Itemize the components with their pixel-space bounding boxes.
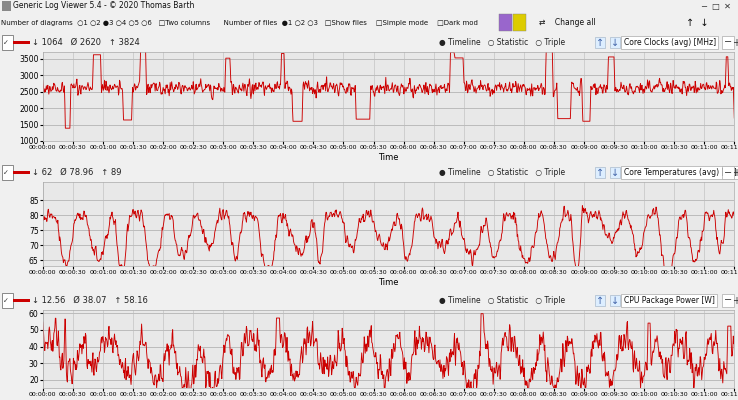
Text: −: − (723, 296, 732, 306)
Text: ↓ 62   Ø 78.96   ↑ 89: ↓ 62 Ø 78.96 ↑ 89 (32, 168, 121, 177)
Text: ✓: ✓ (3, 40, 9, 46)
Bar (2, 35, 13, 50)
Text: ✓: ✓ (3, 298, 9, 304)
Text: ↓ 12.56   Ø 38.07   ↑ 58.16: ↓ 12.56 Ø 38.07 ↑ 58.16 (32, 296, 148, 305)
Text: ● Timeline   ○ Statistic   ○ Triple: ● Timeline ○ Statistic ○ Triple (439, 296, 565, 305)
Text: ↑: ↑ (596, 296, 604, 306)
Text: ↓: ↓ (611, 296, 619, 306)
Bar (499, 14, 512, 31)
Text: ● Timeline   ○ Statistic   ○ Triple: ● Timeline ○ Statistic ○ Triple (439, 38, 565, 47)
Text: +: + (732, 38, 738, 48)
Bar (13, 299, 30, 302)
Text: ✕: ✕ (724, 2, 731, 10)
Text: ↑  ↓: ↑ ↓ (686, 18, 708, 28)
Text: ↓: ↓ (611, 168, 619, 178)
Text: Core Clocks (avg) [MHz]: Core Clocks (avg) [MHz] (624, 38, 716, 47)
Bar (513, 14, 526, 31)
Text: −: − (723, 168, 732, 178)
Bar (13, 171, 30, 174)
Bar (2, 1, 11, 11)
Text: +: + (732, 296, 738, 306)
Text: ↓: ↓ (611, 38, 619, 48)
Bar (2, 165, 13, 180)
Text: Core Temperatures (avg) [°C]: Core Temperatures (avg) [°C] (624, 168, 737, 177)
Text: ↑: ↑ (596, 168, 604, 178)
Bar (2, 293, 13, 308)
Text: Generic Log Viewer 5.4 - © 2020 Thomas Barth: Generic Log Viewer 5.4 - © 2020 Thomas B… (13, 2, 195, 10)
Bar (13, 41, 30, 44)
Text: Number of diagrams  ○1 ○2 ●3 ○4 ○5 ○6   □Two columns      Number of files  ●1 ○2: Number of diagrams ○1 ○2 ●3 ○4 ○5 ○6 □Tw… (1, 20, 478, 26)
Text: ✓: ✓ (3, 170, 9, 176)
Text: □: □ (711, 2, 719, 10)
Text: ⇄    Change all: ⇄ Change all (539, 18, 596, 27)
Text: ─: ─ (701, 2, 706, 10)
Text: ↓ 1064   Ø 2620   ↑ 3824: ↓ 1064 Ø 2620 ↑ 3824 (32, 38, 139, 47)
Text: +: + (732, 168, 738, 178)
X-axis label: Time: Time (379, 153, 399, 162)
Text: −: − (723, 38, 732, 48)
Text: ↑: ↑ (596, 38, 604, 48)
Text: CPU Package Power [W]: CPU Package Power [W] (624, 296, 714, 305)
X-axis label: Time: Time (379, 278, 399, 287)
Text: ● Timeline   ○ Statistic   ○ Triple: ● Timeline ○ Statistic ○ Triple (439, 168, 565, 177)
